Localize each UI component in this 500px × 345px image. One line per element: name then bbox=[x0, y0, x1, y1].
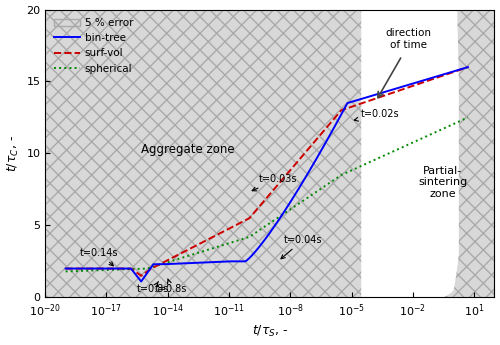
Line: bin-tree: bin-tree bbox=[66, 67, 468, 282]
bin-tree bbox=[146, 268, 152, 272]
spherical bbox=[144, 266, 150, 270]
bin-tree bbox=[324, 139, 330, 143]
Text: t=0.02s: t=0.02s bbox=[354, 109, 400, 121]
surf-vol bbox=[465, 65, 471, 69]
surf-vol bbox=[222, 229, 228, 233]
spherical bbox=[62, 269, 68, 274]
X-axis label: $t/\tau_S$, -: $t/\tau_S$, - bbox=[252, 324, 288, 339]
Text: Aggregate zone: Aggregate zone bbox=[142, 144, 235, 156]
surf-vol bbox=[138, 274, 144, 278]
Y-axis label: $t/\tau_C$, -: $t/\tau_C$, - bbox=[6, 135, 20, 172]
spherical bbox=[316, 188, 322, 192]
surf-vol bbox=[206, 237, 212, 241]
spherical bbox=[242, 236, 248, 240]
spherical bbox=[373, 157, 379, 161]
Text: t=0.14s: t=0.14s bbox=[80, 248, 118, 266]
surf-vol bbox=[138, 274, 144, 278]
Text: direction
of time: direction of time bbox=[385, 28, 431, 50]
Legend: 5 % error, bin-tree, surf-vol, spherical: 5 % error, bin-tree, surf-vol, spherical bbox=[50, 15, 136, 77]
bin-tree bbox=[388, 88, 394, 92]
spherical bbox=[465, 115, 471, 119]
Line: spherical: spherical bbox=[66, 117, 468, 272]
spherical bbox=[163, 261, 169, 265]
bin-tree bbox=[62, 266, 68, 270]
Text: t=0.8s: t=0.8s bbox=[155, 279, 188, 294]
surf-vol bbox=[454, 69, 460, 73]
Text: t=0.03s: t=0.03s bbox=[252, 174, 298, 191]
surf-vol bbox=[196, 242, 202, 246]
bin-tree bbox=[465, 65, 471, 69]
Polygon shape bbox=[361, 10, 459, 297]
Text: t=0.8s: t=0.8s bbox=[138, 282, 170, 294]
bin-tree bbox=[138, 279, 144, 284]
Text: t=0.04s: t=0.04s bbox=[281, 235, 322, 259]
Line: surf-vol: surf-vol bbox=[66, 67, 468, 276]
bin-tree bbox=[306, 170, 312, 174]
Text: Partial-
sintering
zone: Partial- sintering zone bbox=[418, 166, 468, 199]
spherical bbox=[165, 260, 171, 264]
bin-tree bbox=[272, 223, 278, 227]
bin-tree bbox=[132, 271, 138, 275]
surf-vol bbox=[62, 266, 68, 270]
surf-vol bbox=[242, 219, 248, 223]
